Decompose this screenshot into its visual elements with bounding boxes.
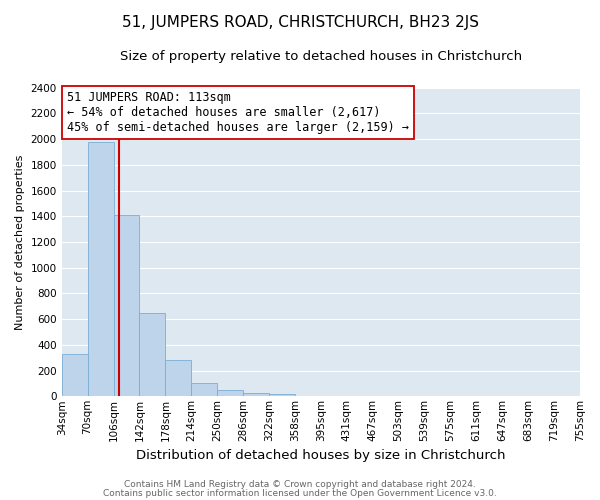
Title: Size of property relative to detached houses in Christchurch: Size of property relative to detached ho… bbox=[120, 50, 522, 63]
Bar bbox=[113, 215, 139, 396]
Text: Contains public sector information licensed under the Open Government Licence v3: Contains public sector information licen… bbox=[103, 488, 497, 498]
Text: 51 JUMPERS ROAD: 113sqm
← 54% of detached houses are smaller (2,617)
45% of semi: 51 JUMPERS ROAD: 113sqm ← 54% of detache… bbox=[67, 91, 409, 134]
X-axis label: Distribution of detached houses by size in Christchurch: Distribution of detached houses by size … bbox=[136, 450, 506, 462]
Bar bbox=[139, 312, 166, 396]
Text: 51, JUMPERS ROAD, CHRISTCHURCH, BH23 2JS: 51, JUMPERS ROAD, CHRISTCHURCH, BH23 2JS bbox=[121, 15, 479, 30]
Bar bbox=[62, 354, 88, 397]
Bar bbox=[88, 142, 113, 396]
Bar bbox=[217, 390, 243, 396]
Bar bbox=[166, 360, 191, 396]
Y-axis label: Number of detached properties: Number of detached properties bbox=[15, 154, 25, 330]
Bar bbox=[243, 393, 269, 396]
Bar bbox=[191, 383, 217, 396]
Bar bbox=[269, 394, 295, 396]
Text: Contains HM Land Registry data © Crown copyright and database right 2024.: Contains HM Land Registry data © Crown c… bbox=[124, 480, 476, 489]
